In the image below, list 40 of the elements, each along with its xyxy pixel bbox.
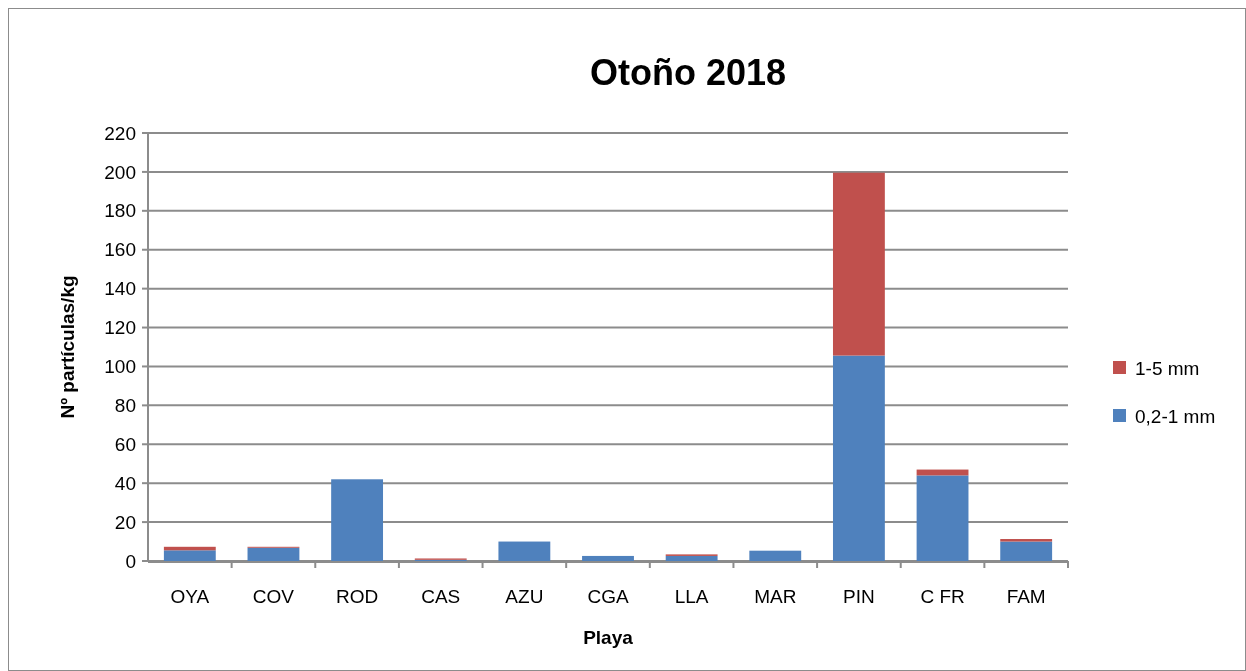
- x-tick-label: COV: [252, 586, 295, 607]
- bar: [832, 172, 885, 356]
- x-tick-label: C FR: [920, 586, 965, 607]
- legend-label: 1-5 mm: [1135, 357, 1200, 379]
- x-tick-label: AZU: [505, 586, 544, 607]
- bar: [749, 550, 802, 561]
- bar: [665, 555, 718, 561]
- bar: [1000, 541, 1053, 561]
- y-tick-label: 60: [114, 433, 136, 455]
- y-tick-label: 200: [104, 161, 136, 183]
- y-tick-label: 40: [114, 472, 136, 494]
- y-tick-label: 100: [104, 356, 136, 378]
- y-tick-label: 160: [104, 239, 136, 261]
- x-axis-title: Playa: [583, 627, 634, 648]
- y-tick-label: 220: [104, 122, 136, 144]
- y-tick-label: 180: [104, 200, 136, 222]
- bar: [247, 547, 300, 561]
- x-tick-label: FAM: [1006, 586, 1046, 607]
- x-tick-label: ROD: [335, 586, 379, 607]
- x-tick-label: PIN: [843, 586, 875, 607]
- y-tick-label: 120: [104, 317, 136, 339]
- x-tick-label: MAR: [754, 586, 797, 607]
- bar: [582, 555, 634, 561]
- x-tick-label: OYA: [170, 586, 210, 607]
- x-tick-label: CAS: [421, 586, 461, 607]
- bar: [832, 355, 885, 561]
- bar: [331, 479, 384, 561]
- y-tick-label: 140: [104, 278, 136, 300]
- bar: [498, 541, 551, 561]
- y-axis-title: Nº partículas/kg: [57, 275, 78, 419]
- y-tick-label: 0: [125, 550, 136, 572]
- x-tick-label: CGA: [587, 586, 629, 607]
- x-tick-label: LLA: [674, 586, 709, 607]
- legend-label: 0,2-1 mm: [1135, 405, 1216, 427]
- bar: [916, 475, 969, 561]
- y-tick-label: 20: [114, 511, 136, 533]
- bar: [163, 550, 216, 561]
- y-tick-label: 80: [114, 395, 136, 417]
- chart-title: Otoño 2018: [589, 52, 787, 93]
- bar: [1000, 539, 1053, 542]
